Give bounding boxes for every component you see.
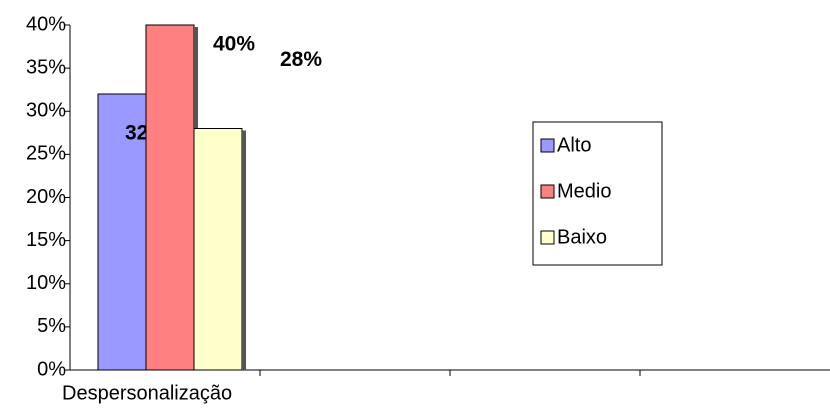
bar (193, 128, 243, 371)
data-label: 40% (213, 33, 255, 56)
legend-swatch (540, 230, 555, 245)
legend-label: Medio (557, 180, 611, 202)
x-tick-label: Despersonalização (62, 382, 232, 404)
bar (145, 24, 195, 371)
y-tick-label: 0% (37, 358, 66, 380)
y-tick-label: 40% (26, 13, 66, 35)
y-tick-label: 35% (26, 56, 66, 78)
y-tick-label: 30% (26, 100, 66, 122)
y-tick-label: 10% (26, 272, 66, 294)
data-label: 28% (280, 48, 322, 71)
bar-side (242, 130, 246, 370)
legend-label: Baixo (557, 226, 607, 248)
legend-swatch (540, 184, 555, 199)
y-tick-label: 5% (37, 315, 66, 337)
legend-swatch (540, 138, 555, 153)
legend-label: Alto (557, 134, 591, 156)
y-tick-label: 15% (26, 229, 66, 251)
y-tick-label: 25% (26, 143, 66, 165)
y-tick-label: 20% (26, 186, 66, 208)
